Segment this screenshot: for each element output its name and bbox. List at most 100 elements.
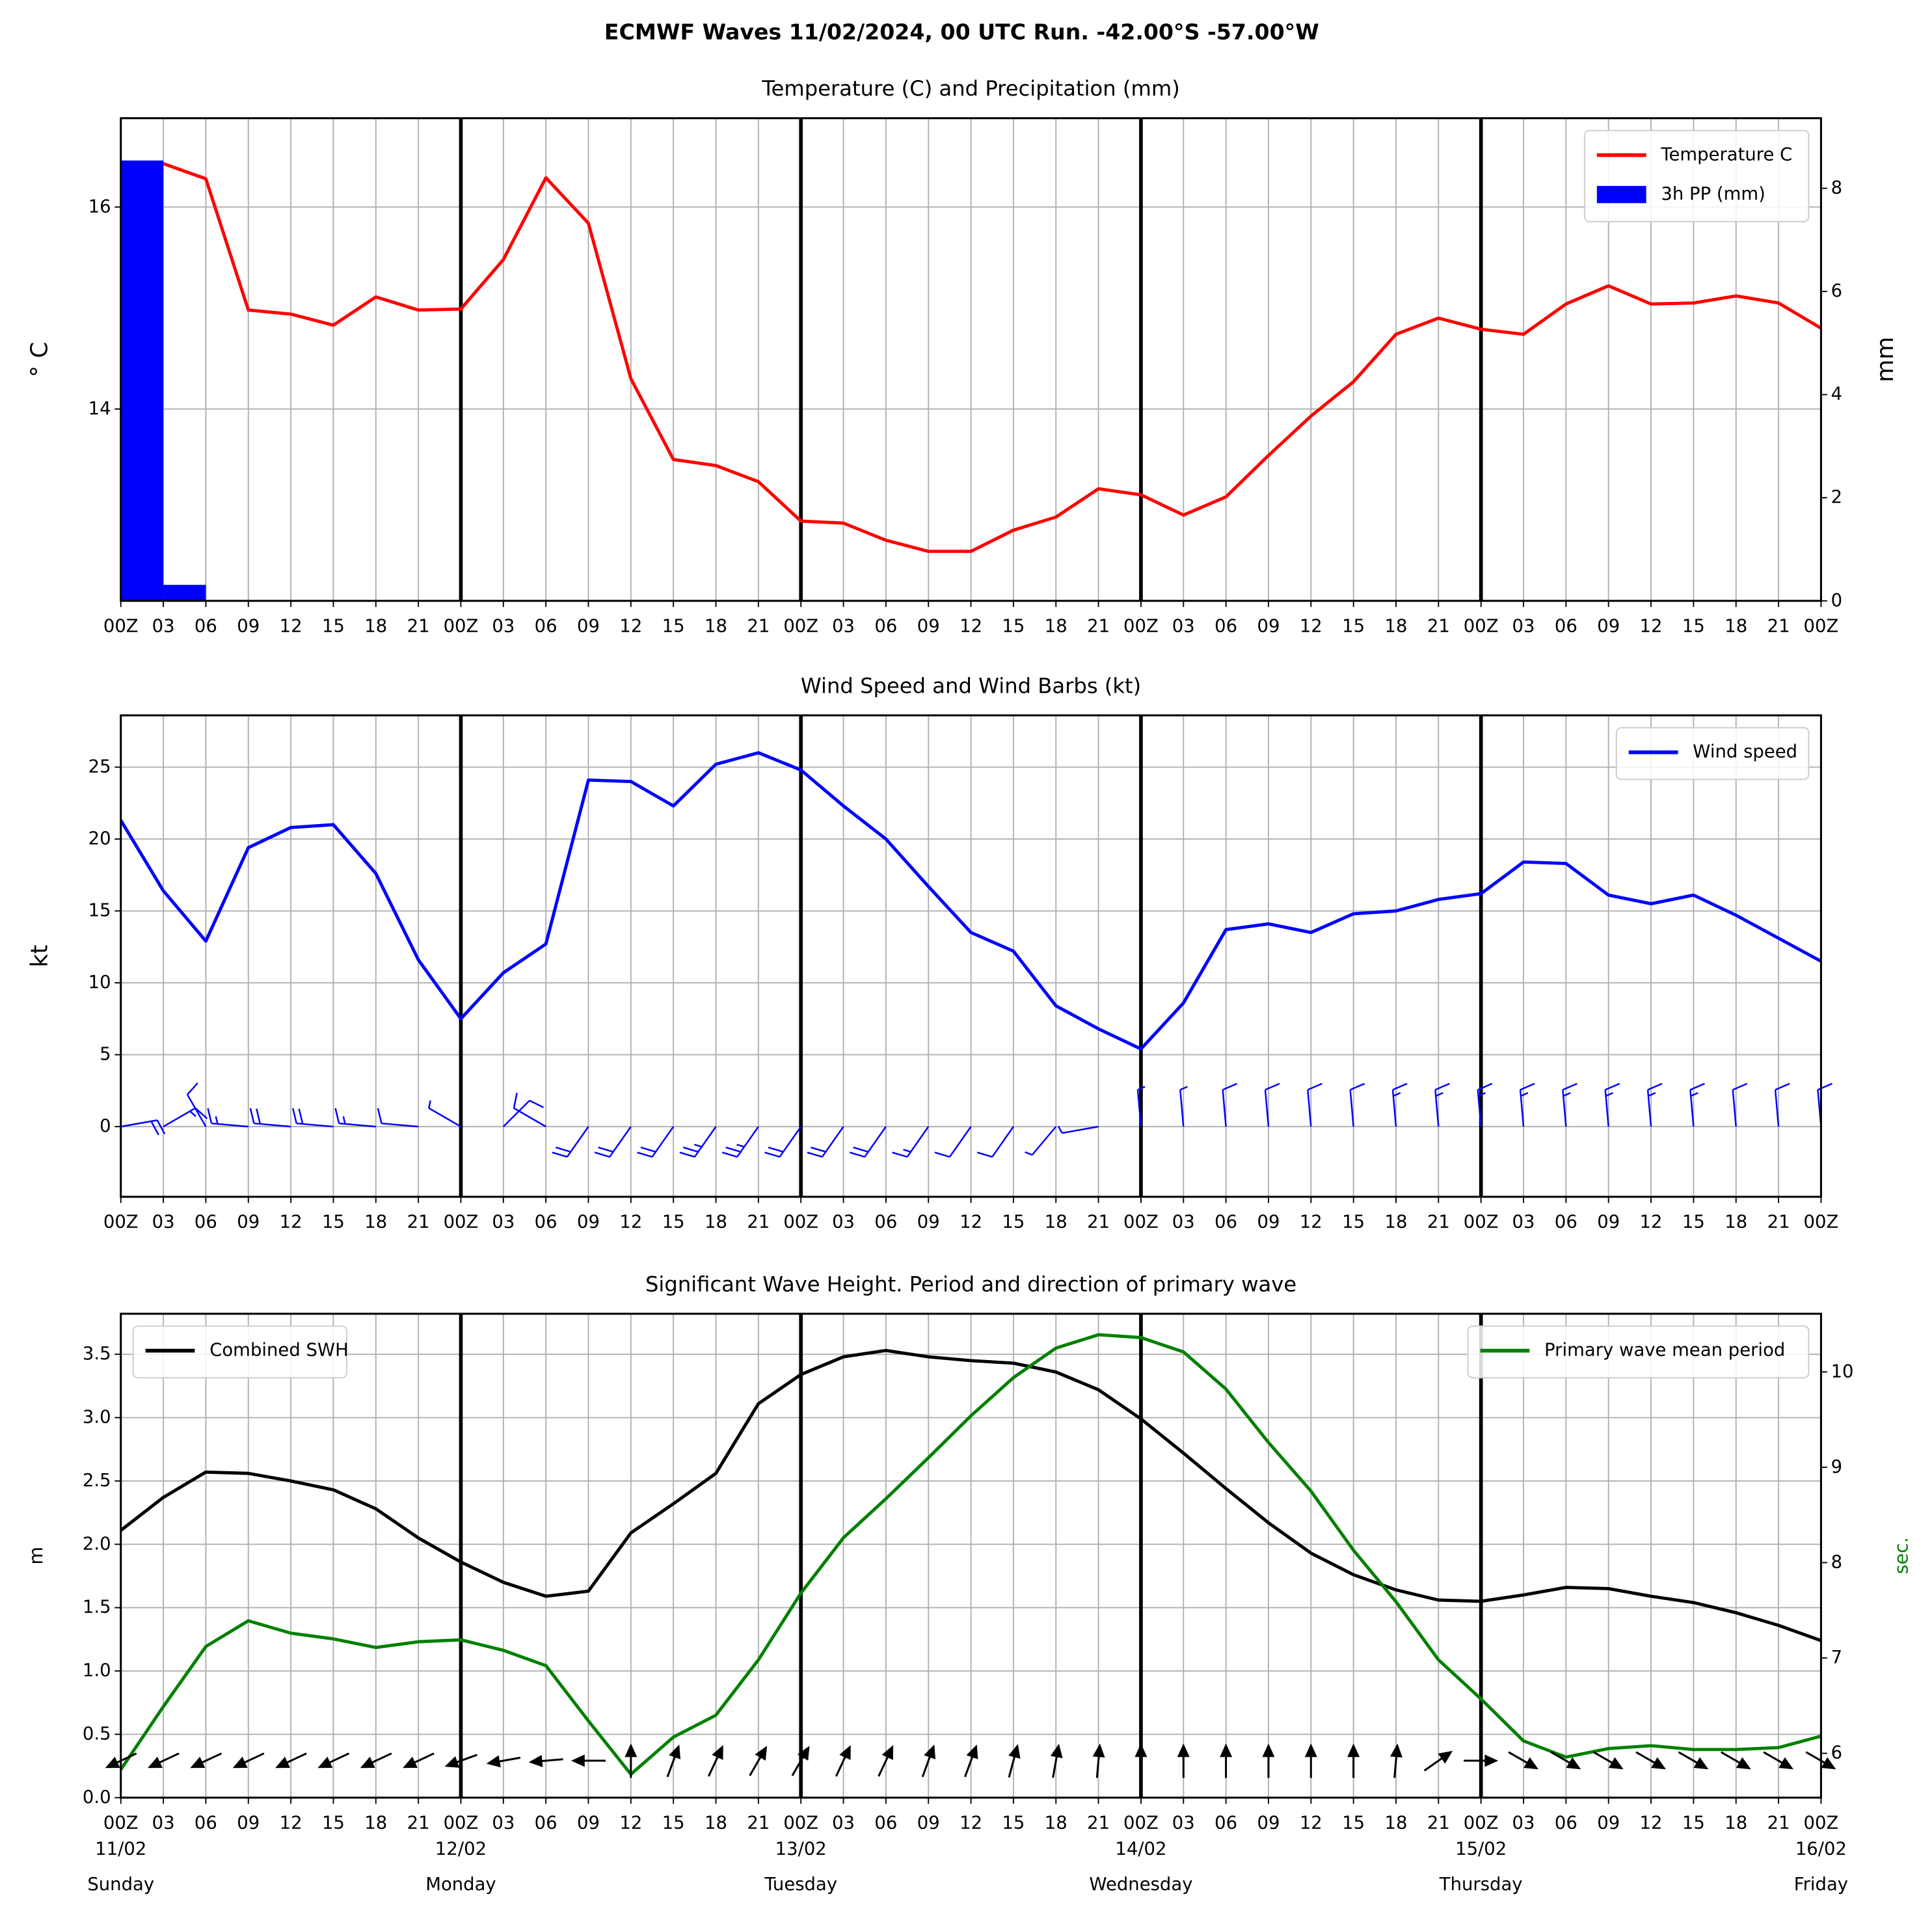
x-tick-label: 18 [1724, 1212, 1747, 1233]
x-tick-label: 21 [747, 617, 770, 637]
x-tick-label: 15 [322, 1212, 345, 1233]
arrow-head [360, 1756, 375, 1769]
x-tick-label: 21 [407, 1212, 430, 1233]
barb-path [502, 1099, 544, 1127]
wave-arrow [1304, 1743, 1317, 1778]
x-tick-label: 00Z [1804, 1813, 1839, 1834]
date-label: 12/02 [435, 1839, 487, 1859]
arrow-head [1438, 1750, 1453, 1764]
series-line [119, 751, 1822, 1051]
wave-arrow [105, 1752, 137, 1769]
arrow-shaft [368, 1752, 392, 1765]
x-tick-label: 18 [364, 617, 387, 637]
x-tick-label: 18 [1385, 1212, 1408, 1233]
arrow-head [1693, 1757, 1709, 1770]
arrow-head [317, 1756, 333, 1769]
barb-path [377, 1108, 419, 1128]
y-tick-label: 16 [88, 196, 111, 217]
wave-arrow [1592, 1751, 1624, 1770]
series-line [120, 162, 1822, 554]
x-tick-label: 09 [917, 617, 940, 637]
wind-barb [428, 1100, 462, 1128]
barb-path [594, 1126, 632, 1158]
wave-arrow [1262, 1743, 1275, 1778]
y2-tick-label: 10 [1831, 1361, 1854, 1381]
x-tick-label: 12 [619, 1813, 642, 1834]
wave-arrow [1050, 1743, 1063, 1778]
barb-path [637, 1126, 675, 1158]
wind-barb [1264, 1082, 1280, 1127]
wave-arrow [707, 1744, 723, 1777]
legend-label: Wind speed [1693, 742, 1797, 762]
x-tick-label: 21 [1087, 1212, 1110, 1233]
x-tick-label: 06 [874, 1813, 897, 1834]
legend-box [1615, 727, 1810, 781]
wave-arrow [1390, 1743, 1402, 1778]
x-tick-label: 12 [1300, 1813, 1322, 1834]
weekday-label: Sunday [87, 1875, 154, 1895]
barb-path [1604, 1082, 1620, 1127]
arrow-shaft [878, 1754, 891, 1777]
wind-barb [892, 1126, 930, 1158]
x-tick-label: 15 [322, 617, 345, 637]
x-tick-label: 00Z [444, 617, 479, 637]
x-tick-label: 12 [280, 617, 302, 637]
y-tick-label: 1.0 [83, 1661, 111, 1681]
x-tick-label: 12 [959, 1212, 982, 1233]
arrow-shaft [1763, 1751, 1786, 1766]
legend-label: Temperature C [1660, 145, 1792, 165]
arrow-shaft [707, 1754, 720, 1777]
x-tick-label: 21 [1087, 617, 1110, 637]
x-tick-label: 03 [1512, 1212, 1535, 1233]
arrow-head [275, 1756, 290, 1769]
arrow-head [1566, 1757, 1581, 1770]
y-tick-label: 2.0 [83, 1534, 111, 1554]
series-line [119, 1333, 1822, 1776]
barb-path [892, 1126, 930, 1158]
x-tick-label: 03 [1512, 1813, 1535, 1834]
x-tick-label: 03 [152, 1813, 175, 1834]
arrow-head [1304, 1743, 1317, 1757]
x-tick-label: 06 [1555, 1212, 1577, 1233]
x-tick-label: 15 [1002, 617, 1025, 637]
barb-path [976, 1126, 1014, 1158]
y2-tick-label: 0 [1831, 591, 1842, 611]
legend-label: Primary wave mean period [1544, 1341, 1785, 1361]
arrow-shaft [284, 1752, 307, 1765]
x-tick-label: 06 [1555, 617, 1577, 637]
arrow-shaft [1678, 1751, 1701, 1766]
wind-barb [976, 1126, 1014, 1158]
wave-arrow [570, 1754, 606, 1767]
wave-arrow [1678, 1751, 1709, 1770]
x-tick-label: 00Z [1464, 1813, 1499, 1834]
y2-tick-label: 9 [1831, 1457, 1842, 1477]
x-tick-label: 15 [1682, 1813, 1705, 1834]
wave-arrow [1423, 1750, 1453, 1772]
legend-box [132, 1325, 347, 1379]
x-tick-label: 03 [492, 1813, 515, 1834]
x-tick-label: 21 [747, 1813, 770, 1834]
arrow-shaft [1805, 1751, 1829, 1766]
x-tick-label: 12 [1640, 617, 1663, 637]
x-tick-label: 09 [917, 1813, 940, 1834]
wave-arrow [1508, 1751, 1539, 1770]
x-tick-label: 21 [1427, 617, 1450, 637]
figure-title: ECMWF Waves 11/02/2024, 00 UTC Run. -42.… [604, 20, 1319, 45]
x-tick-label: 09 [577, 1212, 600, 1233]
arrow-head [881, 1744, 894, 1760]
x-tick-label: 06 [195, 617, 217, 637]
legend-label: Combined SWH [209, 1341, 349, 1361]
wave-arrow [1347, 1743, 1360, 1778]
wind-barb [1136, 1086, 1146, 1127]
y2-axis-label: sec. [1891, 1537, 1912, 1574]
arrow-head [712, 1744, 723, 1760]
arrow-shaft [1095, 1753, 1101, 1778]
arrow-shaft [241, 1752, 265, 1765]
y-tick-label: 0.5 [83, 1724, 111, 1744]
x-tick-label: 21 [1427, 1813, 1450, 1834]
x-tick-label: 00Z [103, 617, 139, 637]
arrow-shaft [835, 1754, 848, 1777]
wind-barb [1604, 1082, 1620, 1127]
x-tick-label: 09 [1597, 1212, 1620, 1233]
